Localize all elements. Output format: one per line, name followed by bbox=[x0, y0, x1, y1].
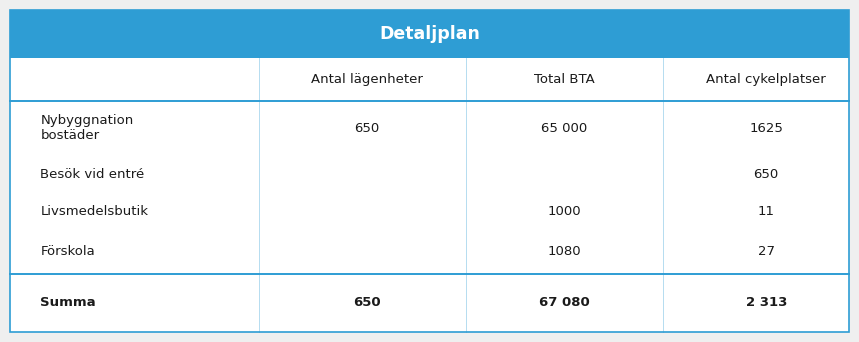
Text: Nybyggnation
bostäder: Nybyggnation bostäder bbox=[40, 114, 134, 142]
Text: 2 313: 2 313 bbox=[746, 296, 787, 310]
Text: 650: 650 bbox=[753, 168, 779, 181]
Text: 27: 27 bbox=[758, 245, 775, 258]
Text: Summa: Summa bbox=[40, 296, 96, 310]
Text: Detaljplan: Detaljplan bbox=[379, 25, 480, 43]
Text: Förskola: Förskola bbox=[40, 245, 95, 258]
Text: Antal lägenheter: Antal lägenheter bbox=[311, 73, 423, 86]
Text: 1000: 1000 bbox=[547, 205, 582, 218]
Text: Besök vid entré: Besök vid entré bbox=[40, 168, 144, 181]
Text: 67 080: 67 080 bbox=[539, 296, 590, 310]
Text: Livsmedelsbutik: Livsmedelsbutik bbox=[40, 205, 149, 218]
Text: 650: 650 bbox=[354, 122, 380, 135]
Text: 1625: 1625 bbox=[749, 122, 783, 135]
Text: 65 000: 65 000 bbox=[541, 122, 588, 135]
Bar bbox=[10, 10, 849, 58]
Text: Total BTA: Total BTA bbox=[534, 73, 594, 86]
Text: Antal cykelplatser: Antal cykelplatser bbox=[706, 73, 826, 86]
Text: 1080: 1080 bbox=[547, 245, 582, 258]
Text: 650: 650 bbox=[353, 296, 381, 310]
Text: 11: 11 bbox=[758, 205, 775, 218]
